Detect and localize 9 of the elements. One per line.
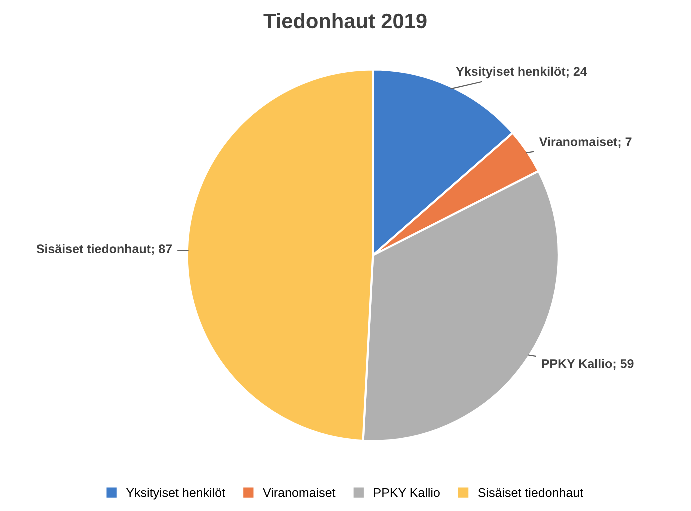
legend-label: Viranomaiset bbox=[263, 488, 336, 498]
legend-label: Sisäiset tiedonhaut bbox=[478, 488, 584, 498]
legend-label: Yksityiset henkilöt bbox=[126, 488, 226, 500]
data-label: Sisäiset tiedonhaut; 87 bbox=[36, 244, 172, 256]
data-label: Yksityiset henkilöt; 24 bbox=[456, 66, 588, 79]
data-label: Viranomaiset; 7 bbox=[539, 137, 632, 148]
data-label: PPKY Kallio; 59 bbox=[542, 359, 634, 370]
chart-title: Tiedonhaut 2019 bbox=[264, 13, 427, 29]
legend-label: PPKY Kallio bbox=[374, 488, 440, 498]
